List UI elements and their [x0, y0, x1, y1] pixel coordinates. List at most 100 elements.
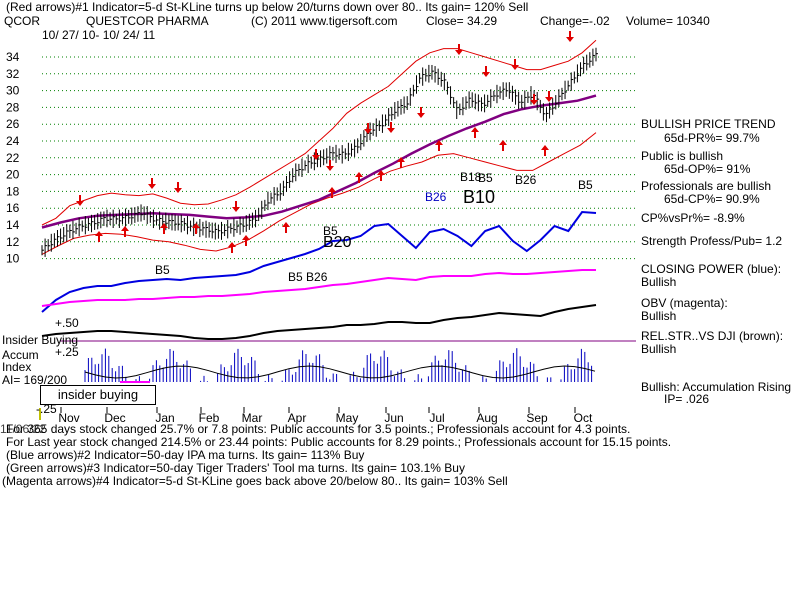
- cp-value: 65d-CP%= 90.9%: [664, 192, 760, 206]
- sell-arrow-head: [312, 155, 320, 160]
- x-tick-label: Jun: [384, 411, 403, 425]
- signal-label: B20: [323, 234, 352, 251]
- x-tick-label: Sep: [526, 411, 548, 425]
- y-tick-label: 10: [6, 252, 20, 266]
- sell-arrow-head: [364, 129, 372, 134]
- sell-arrow-head: [148, 184, 156, 189]
- footer-overlay-date: 11/06/22: [0, 422, 46, 436]
- sell-arrow-head: [566, 37, 574, 42]
- y-tick-label: 18: [6, 184, 20, 198]
- buy-arrow-head: [499, 140, 507, 145]
- sell-arrow-head: [326, 166, 334, 171]
- sell-arrow-head: [232, 207, 240, 212]
- buy-arrow-head: [541, 145, 549, 150]
- copyright-source: (C) 2011 www.tigersoft.com: [251, 14, 398, 28]
- ip-value: IP= .026: [664, 392, 710, 406]
- x-tick-label: Apr: [288, 411, 307, 425]
- footer-magenta-arrows: (Magenta arrows)#4 Indicator=5-d St-KLin…: [2, 474, 508, 488]
- obv-value: Bullish: [641, 309, 677, 323]
- accum-label: Accum: [2, 348, 39, 362]
- strength-ratio: Strength Profess/Pub= 1.2: [641, 234, 783, 248]
- signal-label: B26: [425, 190, 447, 204]
- price-bars: [41, 47, 598, 257]
- signal-arrows: [76, 31, 574, 253]
- x-tick-label: Nov: [58, 411, 79, 425]
- public-status: Public is bullish: [641, 149, 724, 163]
- sell-arrow-head: [530, 100, 538, 105]
- y-tick-label: 16: [6, 201, 20, 215]
- y-tick-label: 30: [6, 84, 20, 98]
- x-tick-label: Mar: [242, 411, 263, 425]
- accum-ma-line: [84, 365, 596, 379]
- buy-arrow-head: [397, 157, 405, 162]
- closing-power-label: CLOSING POWER (blue):: [641, 262, 782, 276]
- closing-power-line: [41, 210, 597, 313]
- label-plus-50: +.50: [55, 316, 79, 330]
- indicator-lines: [39, 210, 636, 420]
- sell-arrow-head: [417, 113, 425, 118]
- x-tick-label: Jul: [429, 411, 444, 425]
- x-tick-label: Aug: [476, 411, 497, 425]
- y-tick-label: 32: [6, 67, 20, 81]
- sell-arrow-head: [545, 97, 553, 102]
- signal-label: B5 B26: [288, 270, 328, 284]
- ma-50-line: [41, 94, 597, 229]
- buy-arrow-head: [160, 223, 168, 228]
- buy-arrow-head: [192, 223, 200, 228]
- signal-label: B26: [515, 173, 537, 187]
- company-name: QUESTCOR PHARMA: [86, 14, 209, 28]
- y-tick-label: 24: [6, 134, 20, 148]
- header-indicator-line: (Red arrows)#1 Indicator=5-d St-KLine tu…: [6, 0, 529, 14]
- price-change: Change=-.02: [540, 14, 610, 28]
- sell-arrow-head: [511, 65, 519, 70]
- signal-label: B5: [578, 178, 593, 192]
- footer-365-days: For 365 days stock changed 25.7% or 7.8 …: [6, 422, 631, 436]
- buy-arrow-head: [121, 226, 129, 231]
- buy-arrow-head: [228, 242, 236, 247]
- signal-label: B10: [463, 187, 495, 207]
- signal-label: B5: [478, 171, 493, 185]
- x-tick-label: Jan: [155, 411, 174, 425]
- x-tick-label: Dec: [104, 411, 125, 425]
- sell-arrow-head: [482, 72, 490, 77]
- buy-arrow-head: [328, 187, 336, 192]
- bullish-price-trend: BULLISH PRICE TREND: [641, 117, 776, 131]
- buy-arrow-head: [377, 170, 385, 175]
- buy-arrow-head: [95, 231, 103, 236]
- relstr-value: Bullish: [641, 342, 677, 356]
- y-tick-label: 12: [6, 235, 20, 249]
- insider-buying-label: Insider Buying: [2, 333, 79, 347]
- y-tick-label: 20: [6, 168, 20, 182]
- professionals-status: Professionals are bullish: [641, 179, 772, 193]
- buy-arrow-head: [242, 235, 250, 240]
- signal-label: B5: [155, 263, 170, 277]
- date-range: 10/ 27/ 10- 10/ 24/ 11: [42, 28, 156, 42]
- upper-band-line: [41, 39, 597, 226]
- label-minus-25: -.25: [36, 402, 57, 416]
- insider-buying-box: insider buying: [40, 385, 156, 405]
- ticker: QCOR: [4, 14, 40, 28]
- relstr-label: REL.STR..VS DJI (brown):: [641, 329, 784, 343]
- op-value: 65d-OP%= 91%: [664, 162, 751, 176]
- signal-label: B18: [460, 170, 482, 184]
- y-tick-label: 26: [6, 117, 20, 131]
- footer-green-arrows: (Green arrows)#3 Indicator=50-day Tiger …: [6, 461, 465, 475]
- ai-value: AI= 169/200: [2, 373, 68, 387]
- index-label: Index: [2, 360, 32, 374]
- sell-arrow-head: [387, 128, 395, 133]
- pr-value: 65d-PR%= 99.7%: [664, 131, 760, 145]
- y-tick-label: 14: [6, 218, 20, 232]
- x-axis-ticks: Nov Dec Jan Feb Mar Apr May Jun Jul Aug Sep Oct: [58, 407, 593, 425]
- accumulation-histogram: [84, 348, 596, 383]
- footer-last-year: For Last year stock changed 214.5% or 23…: [6, 435, 672, 449]
- relative-strength-line: [41, 304, 597, 340]
- obv-line: [41, 269, 596, 307]
- signal-label: B5: [323, 224, 338, 238]
- buy-arrow-head: [282, 222, 290, 227]
- sell-arrow-head: [174, 188, 182, 193]
- x-tick-label: May: [336, 411, 359, 425]
- y-tick-label: 22: [6, 151, 20, 165]
- x-tick-label: Feb: [199, 411, 220, 425]
